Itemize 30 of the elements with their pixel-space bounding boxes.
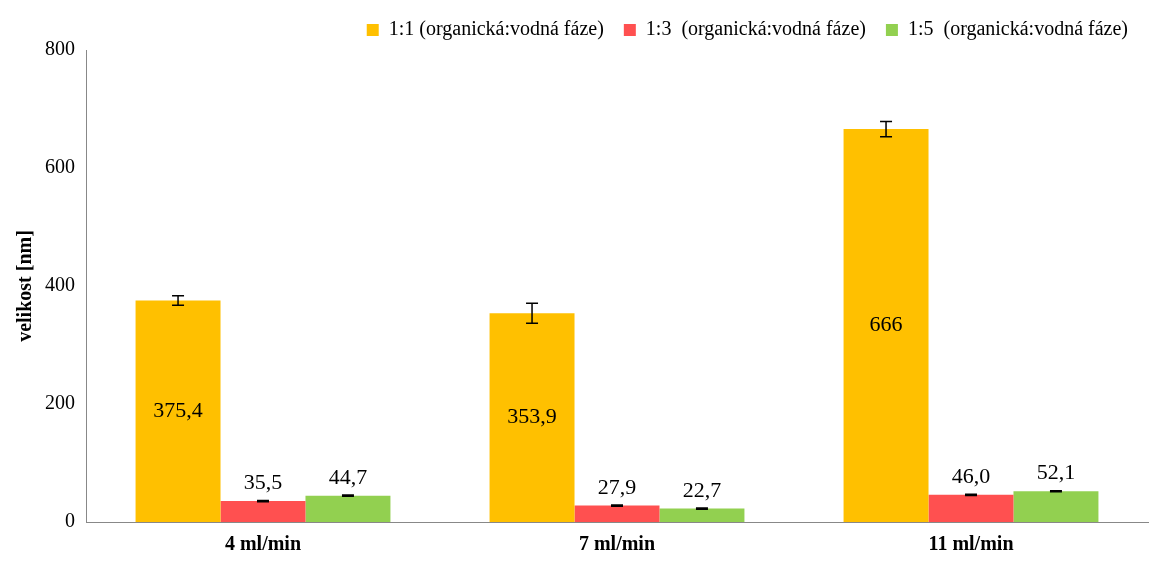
legend-label: 1:3 (organická:vodná fáze) bbox=[645, 17, 866, 41]
x-tick-label: 11 ml/min bbox=[928, 532, 1014, 555]
data-label: 666 bbox=[869, 311, 903, 337]
bar bbox=[574, 505, 660, 522]
y-tick-label: 0 bbox=[65, 509, 75, 532]
y-axis-title: velikost [nm] bbox=[13, 230, 36, 342]
bar bbox=[928, 494, 1014, 522]
data-label: 35,5 bbox=[243, 469, 283, 495]
bar bbox=[220, 501, 306, 522]
y-tick-label: 600 bbox=[45, 155, 75, 178]
legend-label: 1:5 (organická:vodná fáze) bbox=[907, 17, 1129, 41]
data-label: 22,7 bbox=[682, 476, 722, 502]
y-tick-label: 200 bbox=[45, 391, 75, 414]
data-label: 44,7 bbox=[328, 463, 368, 489]
bar bbox=[135, 300, 221, 522]
bar bbox=[659, 508, 745, 522]
bar bbox=[1013, 491, 1099, 522]
x-tick-label: 7 ml/min bbox=[578, 532, 656, 555]
bar bbox=[305, 495, 391, 522]
legend-label: 1:1 (organická:vodná fáze) bbox=[388, 17, 604, 41]
y-tick-label: 800 bbox=[45, 37, 75, 60]
data-label: 353,9 bbox=[507, 403, 557, 429]
data-label: 52,1 bbox=[1036, 459, 1076, 485]
x-tick-label: 4 ml/min bbox=[224, 532, 302, 555]
data-label: 27,9 bbox=[597, 473, 637, 499]
bar bbox=[489, 313, 575, 522]
data-label: 375,4 bbox=[153, 397, 203, 423]
data-label: 46,0 bbox=[951, 463, 991, 489]
bar bbox=[843, 129, 929, 522]
y-tick-label: 400 bbox=[45, 273, 75, 296]
